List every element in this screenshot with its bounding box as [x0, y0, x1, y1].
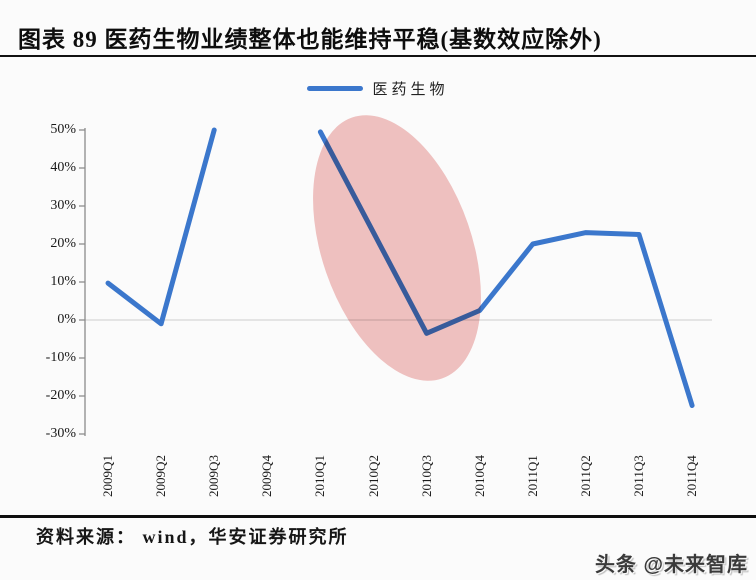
- chart-title: 图表 89 医药生物业绩整体也能维持平稳(基数效应除外): [18, 27, 602, 52]
- y-tick-label: -30%: [45, 426, 76, 441]
- series-line: [105, 127, 217, 327]
- x-tick-label: 2010Q3: [419, 455, 434, 497]
- source-note: 资料来源： wind，华安证券研究所: [36, 527, 349, 547]
- x-tick-label: 2010Q1: [312, 455, 327, 497]
- watermark: 头条 @未来智库: [594, 554, 748, 576]
- x-tick-label: 2009Q4: [259, 455, 274, 497]
- y-tick-label: 0%: [57, 312, 76, 327]
- x-tick-label: 2011Q3: [631, 455, 646, 497]
- y-tick-label: 20%: [50, 236, 76, 251]
- y-tick-label: 30%: [50, 198, 76, 213]
- legend-label: 医药生物: [372, 82, 449, 98]
- x-tick-label: 2010Q4: [472, 455, 487, 497]
- y-tick-label: 40%: [50, 160, 76, 175]
- x-tick-label: 2011Q4: [684, 455, 699, 497]
- legend: 医药生物: [0, 78, 756, 99]
- x-tick-label: 2010Q2: [366, 455, 381, 497]
- y-tick-label: -10%: [45, 350, 76, 365]
- x-tick-label: 2011Q2: [578, 455, 593, 497]
- x-tick-label: 2009Q3: [206, 455, 221, 497]
- x-tick-label: 2009Q1: [100, 455, 115, 497]
- title-underline: [0, 55, 756, 57]
- y-tick-label: -20%: [45, 388, 76, 403]
- x-tick-label: 2009Q2: [153, 455, 168, 497]
- y-tick-label: 50%: [50, 122, 76, 137]
- bottom-rule: [0, 515, 756, 518]
- highlight-ellipse: [313, 115, 481, 381]
- x-tick-label: 2011Q1: [525, 455, 540, 497]
- y-axis-ticks: [79, 129, 85, 435]
- legend-line-swatch: [307, 86, 364, 91]
- y-tick-label: 10%: [50, 274, 76, 289]
